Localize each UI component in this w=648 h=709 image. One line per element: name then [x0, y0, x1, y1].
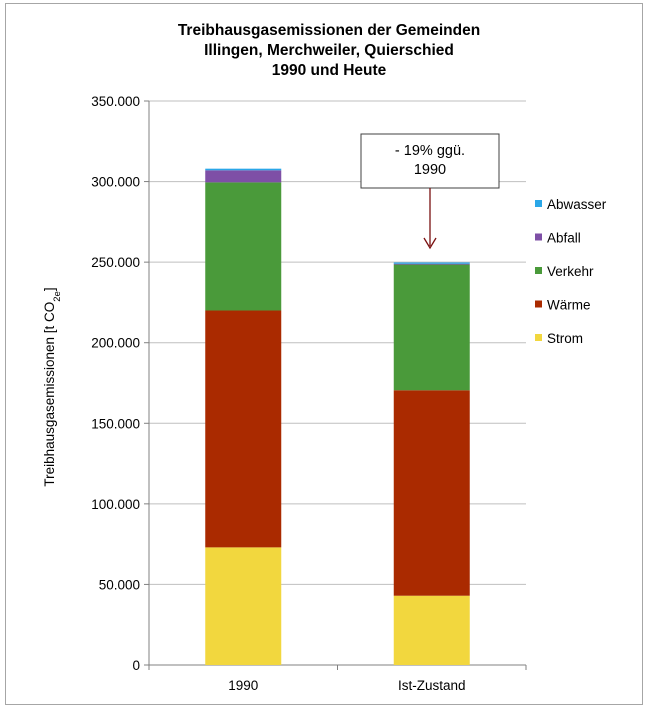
y-tick-label: 100.000 — [91, 497, 140, 512]
x-tick-label: Ist-Zustand — [398, 678, 466, 693]
y-axis-ticks: 0 50.000 100.000 150.000 200.000 250.000 300.0… — [91, 94, 149, 673]
legend-label: Wärme — [547, 298, 591, 313]
bar-segment — [205, 310, 282, 548]
legend-swatch — [535, 200, 542, 207]
y-axis-title: Treibhausgasemissionen [t CO2e] — [42, 287, 63, 486]
chart-title: Treibhausgasemissionen der Gemeinden Ill… — [178, 22, 480, 79]
legend-label: Verkehr — [547, 264, 594, 279]
y-tick-label: 250.000 — [91, 255, 140, 270]
y-tick-label: 200.000 — [91, 336, 140, 351]
chart-title-line-3: 1990 und Heute — [272, 62, 387, 79]
y-tick-label: 300.000 — [91, 175, 140, 190]
bar-segment — [393, 595, 470, 665]
bar-segment — [205, 547, 282, 665]
y-axis-title-main: Treibhausgasemissionen [t CO — [42, 302, 57, 487]
bars — [205, 168, 470, 665]
legend-swatch — [535, 334, 542, 341]
y-axis-title-end: ] — [42, 287, 57, 291]
bar-segment — [205, 182, 282, 311]
chart-title-line-2: Illingen, Merchweiler, Quierschied — [204, 42, 454, 59]
y-tick-label: 150.000 — [91, 416, 140, 431]
bar-segment — [393, 264, 470, 391]
legend-label: Abwasser — [547, 197, 607, 212]
chart-frame: Treibhausgasemissionen der Gemeinden Ill… — [5, 3, 643, 705]
legend-label: Abfall — [547, 231, 581, 246]
callout-arrow-head — [423, 237, 437, 250]
bar-segment — [393, 263, 470, 265]
legend: Abwasser Abfall Verkehr Wärme Strom — [535, 197, 607, 346]
y-tick-label: 350.000 — [91, 94, 140, 109]
bar-segment — [205, 168, 282, 171]
bar-segment — [393, 390, 470, 596]
y-tick-label: 0 — [132, 658, 140, 673]
chart-title-line-1: Treibhausgasemissionen der Gemeinden — [178, 22, 480, 39]
legend-swatch — [535, 233, 542, 241]
y-axis-title-subscript: 2e — [52, 291, 63, 302]
stacked-bar-chart: Treibhausgasemissionen der Gemeinden Ill… — [42, 22, 607, 693]
legend-swatch — [535, 267, 542, 274]
callout-text-line-1: - 19% ggü. — [395, 143, 465, 159]
callout-text-line-2: 1990 — [414, 162, 446, 178]
legend-swatch — [535, 300, 542, 308]
bar-segment — [393, 262, 470, 264]
legend-label: Strom — [547, 331, 583, 346]
x-axis-ticks: 1990 Ist-Zustand — [148, 665, 527, 693]
bar-segment — [205, 170, 282, 183]
reduction-callout: - 19% ggü. 1990 — [360, 133, 500, 250]
x-tick-label: 1990 — [228, 678, 258, 693]
y-tick-label: 50.000 — [99, 577, 140, 592]
